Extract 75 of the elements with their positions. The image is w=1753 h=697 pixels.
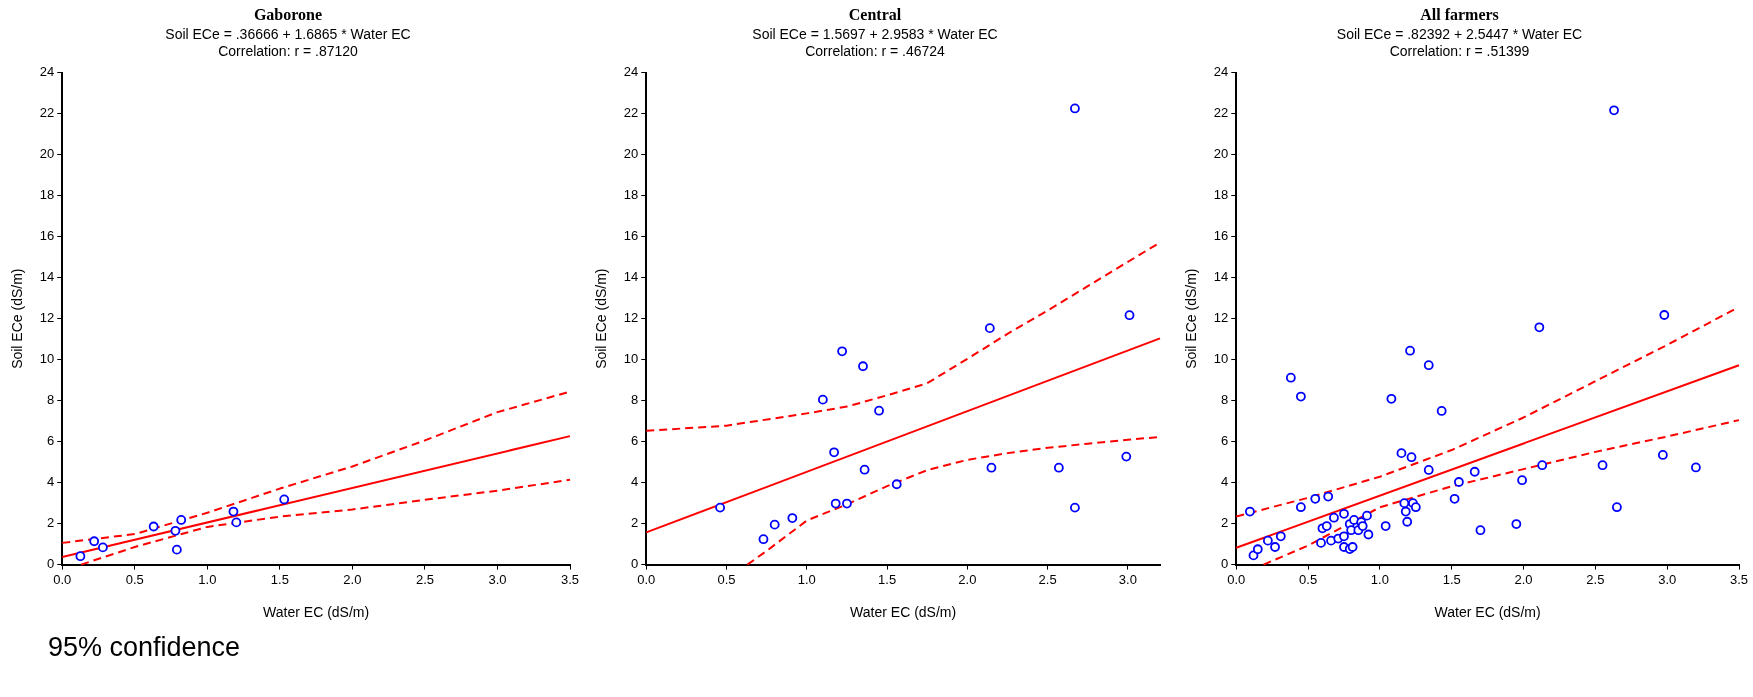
- y-tick-label: 8: [631, 392, 639, 408]
- y-tick-label: 24: [623, 64, 639, 80]
- x-axis-title: Water EC (dS/m): [263, 604, 370, 621]
- y-axis-title: Soil ECe (dS/m): [9, 268, 26, 369]
- y-tick-label: 20: [623, 146, 639, 162]
- x-tick-label: 1.0: [797, 571, 816, 587]
- y-tick-label: 8: [1221, 392, 1229, 408]
- x-tick-label: 2.5: [415, 571, 434, 587]
- y-tick-label: 6: [1221, 433, 1229, 449]
- y-tick-label: 16: [623, 228, 639, 244]
- x-tick-label: 0.5: [717, 571, 736, 587]
- chart-title: Gaborone: [253, 5, 323, 23]
- chart-title: All farmers: [1420, 5, 1499, 23]
- y-tick-label: 10: [39, 351, 55, 367]
- y-tick-label: 14: [1213, 269, 1229, 285]
- y-tick-label: 6: [631, 433, 639, 449]
- y-tick-label: 4: [1221, 474, 1229, 490]
- x-tick-label: 3.5: [560, 571, 580, 587]
- x-tick-label: 1.5: [270, 571, 289, 587]
- y-tick-label: 18: [1213, 187, 1229, 203]
- y-tick-label: 14: [39, 269, 55, 285]
- x-axis-title: Water EC (dS/m): [1434, 604, 1541, 621]
- y-tick-label: 12: [39, 310, 55, 326]
- y-tick-label: 4: [631, 474, 639, 490]
- x-tick-label: 3.5: [1729, 571, 1749, 587]
- x-tick-label: 1.0: [198, 571, 217, 587]
- y-tick-label: 18: [39, 187, 55, 203]
- y-tick-label: 12: [623, 310, 639, 326]
- x-tick-label: 0.0: [1227, 571, 1246, 587]
- y-tick-label: 0: [1221, 556, 1229, 572]
- y-tick-label: 6: [47, 433, 55, 449]
- x-tick-label: 2.5: [1038, 571, 1057, 587]
- y-tick-label: 22: [1213, 105, 1229, 121]
- y-tick-label: 22: [623, 105, 639, 121]
- x-axis-title: Water EC (dS/m): [850, 604, 957, 621]
- y-axis-title: Soil ECe (dS/m): [593, 268, 610, 369]
- y-tick-label: 0: [631, 556, 639, 572]
- text: 95% confidence: [48, 632, 242, 663]
- x-tick-label: 1.0: [1370, 571, 1389, 587]
- y-tick-label: 24: [39, 64, 55, 80]
- x-tick-label: 0.5: [1299, 571, 1318, 587]
- y-tick-label: 2: [631, 515, 639, 531]
- y-tick-label: 4: [47, 474, 55, 490]
- y-tick-label: 24: [1213, 64, 1229, 80]
- y-tick-label: 18: [623, 187, 639, 203]
- chart-subtitle: Soil ECe = .82392 + 2.5447 * Water EC Correlation: r = .51399: [1336, 26, 1583, 60]
- x-tick-label: 2.0: [343, 571, 362, 587]
- y-tick-label: 22: [39, 105, 55, 121]
- y-tick-label: 2: [47, 515, 55, 531]
- x-tick-label: 2.5: [1586, 571, 1605, 587]
- y-tick-label: 8: [47, 392, 55, 408]
- y-tick-label: 16: [1213, 228, 1229, 244]
- chart-title: Central: [848, 5, 902, 23]
- y-tick-label: 12: [1213, 310, 1229, 326]
- x-tick-label: 1.5: [1442, 571, 1461, 587]
- x-tick-label: 0.0: [53, 571, 72, 587]
- y-tick-label: 2: [1221, 515, 1229, 531]
- y-tick-label: 10: [1213, 351, 1229, 367]
- x-tick-label: 3.0: [1118, 571, 1137, 587]
- x-tick-label: 0.5: [125, 571, 144, 587]
- x-tick-label: 1.5: [878, 571, 897, 587]
- x-tick-label: 0.0: [637, 571, 656, 587]
- x-tick-label: 3.0: [488, 571, 507, 587]
- y-axis-title: Soil ECe (dS/m): [1183, 268, 1200, 369]
- chart-subtitle: Soil ECe = .36666 + 1.6865 * Water EC Correlation: r = .87120: [165, 26, 411, 60]
- x-tick-label: 3.0: [1658, 571, 1677, 587]
- y-tick-label: 10: [623, 351, 639, 367]
- y-tick-label: 16: [39, 228, 55, 244]
- x-tick-label: 2.0: [958, 571, 977, 587]
- chart-subtitle: Soil ECe = 1.5697 + 2.9583 * Water EC Correlation: r = .46724: [752, 26, 998, 60]
- y-tick-label: 14: [623, 269, 639, 285]
- x-tick-label: 2.0: [1514, 571, 1533, 587]
- y-tick-label: 20: [1213, 146, 1229, 162]
- y-tick-label: 20: [39, 146, 55, 162]
- y-tick-label: 0: [47, 556, 55, 572]
